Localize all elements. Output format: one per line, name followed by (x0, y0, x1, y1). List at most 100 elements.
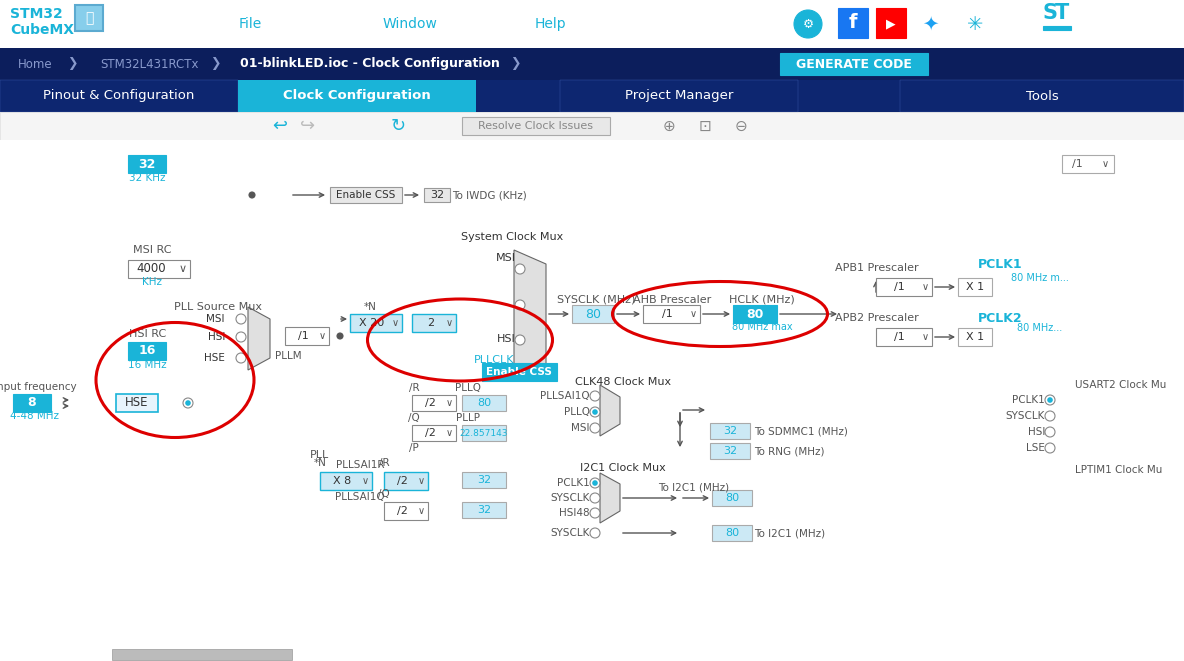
Text: ∨: ∨ (445, 428, 452, 438)
Bar (412, 425, 456, 441)
Circle shape (515, 367, 525, 377)
Bar (462, 425, 506, 441)
Bar (1062, 155, 1114, 173)
Text: ⬜: ⬜ (85, 11, 94, 25)
Bar (285, 327, 329, 345)
Text: 32: 32 (477, 475, 491, 485)
Text: APB2 Prescaler: APB2 Prescaler (835, 313, 919, 323)
Bar (643, 305, 700, 323)
Circle shape (590, 493, 600, 503)
Text: 80 MHz max: 80 MHz max (732, 322, 792, 332)
Text: Input frequency: Input frequency (0, 382, 76, 392)
Text: 2: 2 (427, 318, 435, 328)
Text: HCLK (MHz): HCLK (MHz) (729, 295, 794, 305)
Bar (462, 502, 506, 518)
Text: 16 MHz: 16 MHz (128, 360, 166, 370)
Text: HSI: HSI (1028, 427, 1045, 437)
Text: CLK48 Clock Mux: CLK48 Clock Mux (575, 377, 671, 387)
Text: HSI: HSI (207, 332, 225, 342)
Text: PLLQ: PLLQ (564, 407, 590, 417)
Text: 32 KHz: 32 KHz (129, 173, 166, 183)
Text: Clock Configuration: Clock Configuration (283, 89, 431, 102)
Bar (320, 472, 372, 490)
Bar (876, 8, 906, 38)
Bar (128, 342, 166, 360)
Bar (958, 328, 992, 346)
Text: 01-blinkLED.ioc - Clock Configuration: 01-blinkLED.ioc - Clock Configuration (240, 58, 500, 71)
Text: Enable CSS: Enable CSS (336, 190, 395, 200)
Text: Enable CSS: Enable CSS (487, 367, 552, 377)
Text: /R: /R (408, 383, 419, 393)
Text: STM32L431RCTx: STM32L431RCTx (101, 58, 199, 71)
Text: ⚙: ⚙ (803, 17, 813, 30)
Text: /1: /1 (662, 309, 673, 319)
Text: 80: 80 (725, 528, 739, 538)
Text: 80 MHz m...: 80 MHz m... (1011, 273, 1069, 283)
Text: /1: /1 (298, 331, 309, 341)
Text: HSI48: HSI48 (559, 508, 590, 518)
Bar (128, 155, 166, 173)
Text: *N: *N (363, 302, 377, 312)
Bar (0, 48, 1184, 80)
Circle shape (590, 478, 600, 488)
Bar (112, 140, 116, 661)
Text: MSI: MSI (496, 253, 516, 263)
Text: /2: /2 (397, 506, 408, 516)
Text: PLLSAI1Q: PLLSAI1Q (335, 492, 385, 502)
Bar (733, 305, 777, 323)
Text: ∨: ∨ (921, 282, 928, 292)
Text: /R: /R (379, 458, 390, 468)
Text: 22.857143: 22.857143 (459, 428, 508, 438)
Text: ↩: ↩ (272, 117, 288, 135)
Circle shape (592, 480, 598, 486)
Circle shape (517, 369, 523, 375)
Text: PLLP: PLLP (456, 413, 480, 423)
Bar (412, 395, 456, 411)
Text: 80 MHz...: 80 MHz... (1017, 323, 1062, 333)
Text: ∨: ∨ (361, 476, 368, 486)
Bar (238, 80, 476, 112)
Text: *N: *N (314, 458, 327, 468)
Bar (0, 648, 1184, 661)
Bar (0, 140, 1184, 661)
Text: ∨: ∨ (418, 476, 425, 486)
Bar (462, 117, 610, 135)
Text: System Clock Mux: System Clock Mux (461, 232, 564, 242)
Text: ⊡: ⊡ (699, 118, 712, 134)
Polygon shape (514, 250, 546, 380)
Text: PLLCLK: PLLCLK (474, 355, 514, 365)
Text: PLLM: PLLM (275, 351, 301, 361)
Bar (572, 305, 614, 323)
Circle shape (590, 423, 600, 433)
Circle shape (590, 407, 600, 417)
Circle shape (249, 192, 255, 198)
Text: To RNG (MHz): To RNG (MHz) (754, 446, 824, 456)
Bar (116, 394, 157, 412)
Text: CubeMX: CubeMX (9, 23, 73, 37)
Bar (350, 314, 403, 332)
Bar (412, 314, 456, 332)
Text: Pinout & Configuration: Pinout & Configuration (44, 89, 194, 102)
Text: LSE: LSE (1027, 443, 1045, 453)
Bar (0, 112, 1184, 140)
Circle shape (236, 314, 246, 324)
Bar (710, 443, 749, 459)
Bar (330, 187, 403, 203)
Text: STM32: STM32 (9, 7, 63, 21)
Text: Window: Window (382, 17, 437, 31)
Bar (0, 0, 1184, 48)
Text: Resolve Clock Issues: Resolve Clock Issues (478, 121, 593, 131)
Text: ∨: ∨ (921, 332, 928, 342)
Text: X 1: X 1 (966, 282, 984, 292)
Text: X 8: X 8 (333, 476, 350, 486)
Text: To I2C1 (MHz): To I2C1 (MHz) (658, 483, 729, 493)
Text: ∨: ∨ (445, 318, 452, 328)
Text: /Q: /Q (378, 489, 390, 499)
Text: ∨: ∨ (318, 331, 326, 341)
Bar (13, 394, 51, 412)
Polygon shape (600, 473, 620, 523)
Text: ∨: ∨ (418, 506, 425, 516)
Bar (712, 525, 752, 541)
Circle shape (1045, 411, 1055, 421)
Text: 4000: 4000 (136, 262, 166, 276)
